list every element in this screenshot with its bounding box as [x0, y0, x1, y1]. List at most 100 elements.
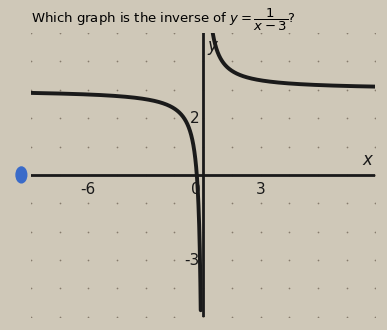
Point — [229, 115, 235, 121]
Point — [171, 201, 178, 206]
Point — [85, 257, 91, 263]
Point — [143, 59, 149, 64]
Point — [28, 115, 34, 121]
Point — [28, 172, 34, 178]
Point — [57, 229, 63, 234]
Point — [171, 59, 178, 64]
Point — [257, 59, 264, 64]
Text: x: x — [363, 151, 373, 169]
Point — [286, 172, 293, 178]
Text: -6: -6 — [81, 182, 96, 197]
Text: 0: 0 — [191, 182, 200, 197]
Point — [344, 201, 350, 206]
Point — [315, 59, 321, 64]
Point — [315, 229, 321, 234]
Point — [171, 172, 178, 178]
Point — [85, 115, 91, 121]
Point — [114, 257, 120, 263]
Point — [143, 87, 149, 92]
Point — [286, 201, 293, 206]
Point — [28, 229, 34, 234]
Point — [114, 144, 120, 149]
Point — [315, 87, 321, 92]
Point — [28, 30, 34, 36]
Circle shape — [16, 167, 27, 183]
Point — [143, 314, 149, 319]
Point — [171, 229, 178, 234]
Point — [344, 87, 350, 92]
Point — [344, 144, 350, 149]
Point — [344, 314, 350, 319]
Point — [372, 172, 378, 178]
Point — [57, 257, 63, 263]
Point — [286, 144, 293, 149]
Point — [257, 87, 264, 92]
Point — [85, 286, 91, 291]
Point — [229, 286, 235, 291]
Point — [85, 30, 91, 36]
Point — [344, 30, 350, 36]
Point — [229, 229, 235, 234]
Point — [344, 59, 350, 64]
Point — [315, 172, 321, 178]
Point — [315, 286, 321, 291]
Point — [85, 144, 91, 149]
Point — [372, 229, 378, 234]
Point — [143, 172, 149, 178]
Point — [143, 30, 149, 36]
Point — [286, 286, 293, 291]
Point — [171, 115, 178, 121]
Point — [315, 144, 321, 149]
Point — [257, 229, 264, 234]
Point — [229, 59, 235, 64]
Point — [114, 59, 120, 64]
Point — [57, 87, 63, 92]
Point — [143, 201, 149, 206]
Point — [200, 144, 206, 149]
Point — [143, 115, 149, 121]
Point — [229, 314, 235, 319]
Point — [229, 30, 235, 36]
Point — [200, 257, 206, 263]
Point — [200, 229, 206, 234]
Point — [57, 144, 63, 149]
Point — [143, 257, 149, 263]
Point — [315, 115, 321, 121]
Point — [315, 257, 321, 263]
Point — [171, 314, 178, 319]
Point — [286, 87, 293, 92]
Point — [57, 201, 63, 206]
Point — [257, 115, 264, 121]
Point — [257, 172, 264, 178]
Text: y: y — [207, 37, 217, 55]
Point — [257, 144, 264, 149]
Point — [257, 314, 264, 319]
Point — [171, 87, 178, 92]
Point — [286, 30, 293, 36]
Point — [229, 172, 235, 178]
Point — [372, 314, 378, 319]
Point — [114, 30, 120, 36]
Point — [257, 201, 264, 206]
Point — [229, 87, 235, 92]
Point — [344, 257, 350, 263]
Point — [344, 229, 350, 234]
Point — [114, 201, 120, 206]
Point — [315, 30, 321, 36]
Point — [372, 87, 378, 92]
Point — [85, 201, 91, 206]
Point — [57, 59, 63, 64]
Text: 3: 3 — [256, 182, 265, 197]
Text: 2: 2 — [190, 111, 199, 126]
Point — [85, 87, 91, 92]
Point — [372, 286, 378, 291]
Point — [344, 172, 350, 178]
Point — [171, 144, 178, 149]
Point — [28, 257, 34, 263]
Point — [229, 201, 235, 206]
Point — [200, 30, 206, 36]
Point — [372, 59, 378, 64]
Point — [57, 286, 63, 291]
Point — [229, 144, 235, 149]
Point — [344, 286, 350, 291]
